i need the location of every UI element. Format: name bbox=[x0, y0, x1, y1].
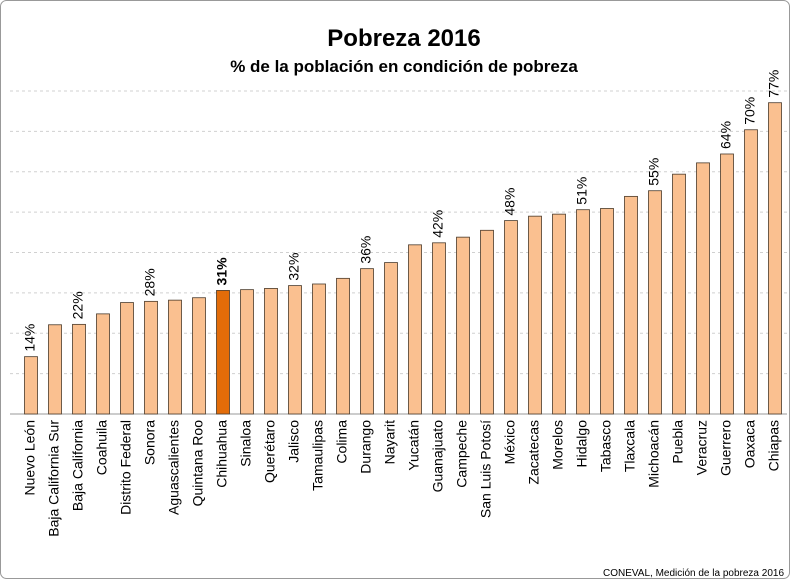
data-label: 31% bbox=[214, 257, 230, 286]
bar bbox=[480, 229, 494, 415]
bar bbox=[600, 208, 614, 415]
data-label: 28% bbox=[142, 268, 158, 296]
x-tick-label: Guerrero bbox=[718, 420, 734, 476]
data-label: 55% bbox=[646, 158, 662, 186]
bar bbox=[264, 288, 278, 415]
data-label: 14% bbox=[22, 324, 38, 352]
bar bbox=[576, 209, 590, 415]
data-label: 70% bbox=[742, 97, 758, 125]
x-tick-label: Sinaloa bbox=[238, 420, 254, 467]
data-label: 32% bbox=[286, 253, 302, 281]
data-label: 36% bbox=[358, 236, 374, 264]
x-tick-label: Tlaxcala bbox=[622, 420, 638, 472]
bar bbox=[432, 242, 446, 415]
x-tick-label: Durango bbox=[358, 420, 374, 474]
bar bbox=[696, 162, 710, 415]
data-label: 64% bbox=[718, 121, 734, 149]
bar bbox=[360, 268, 374, 415]
x-tick-label: Oaxaca bbox=[742, 420, 758, 468]
x-tick-label: Aguascalientes bbox=[166, 420, 182, 515]
x-tick-label: Tabasco bbox=[598, 420, 614, 472]
bar bbox=[192, 297, 206, 415]
x-tick-label: Colima bbox=[334, 420, 350, 464]
x-tick-label: Distrito Federal bbox=[118, 420, 134, 515]
data-label: 48% bbox=[502, 188, 518, 216]
bar bbox=[240, 289, 254, 415]
x-tick-label: Michoacán bbox=[646, 420, 662, 488]
x-tick-label: Veracruz bbox=[694, 420, 710, 475]
bar bbox=[456, 236, 470, 415]
bar bbox=[744, 129, 758, 415]
data-label: 22% bbox=[70, 291, 86, 319]
bar bbox=[216, 290, 230, 415]
chart-subtitle: % de la población en condición de pobrez… bbox=[230, 57, 578, 76]
bar bbox=[408, 244, 422, 415]
bar bbox=[24, 356, 38, 415]
x-tick-label: Tamaulipas bbox=[310, 420, 326, 491]
x-tick-label: Morelos bbox=[550, 420, 566, 470]
bar bbox=[96, 313, 110, 415]
data-label: 51% bbox=[574, 177, 590, 205]
x-tick-label: Puebla bbox=[670, 420, 686, 464]
bar bbox=[384, 262, 398, 415]
x-tick-label: Campeche bbox=[454, 420, 470, 488]
bar bbox=[336, 277, 350, 415]
bar bbox=[504, 220, 518, 415]
bar bbox=[672, 173, 686, 415]
bar bbox=[168, 299, 182, 415]
data-label: 77% bbox=[766, 70, 782, 98]
bar bbox=[720, 153, 734, 415]
x-tick-label: Coahuila bbox=[94, 420, 110, 475]
x-tick-label: Chiapas bbox=[766, 420, 782, 471]
bar bbox=[72, 323, 86, 415]
bar bbox=[768, 102, 782, 415]
bar bbox=[312, 283, 326, 415]
bar bbox=[624, 195, 638, 415]
data-label: 42% bbox=[430, 210, 446, 238]
bar bbox=[120, 302, 134, 415]
chart-title: Pobreza 2016 bbox=[327, 25, 480, 52]
x-tick-label: Zacatecas bbox=[526, 420, 542, 485]
x-tick-label: Yucatán bbox=[406, 420, 422, 471]
x-tick-label: Querétaro bbox=[262, 420, 278, 483]
source-note: CONEVAL, Medición de la pobreza 2016 bbox=[603, 568, 784, 579]
x-tick-label: Jalisco bbox=[286, 420, 302, 463]
x-tick-label: Quintana Roo bbox=[190, 420, 206, 507]
x-tick-label: Guanajuato bbox=[430, 420, 446, 493]
x-tick-label: Baja California bbox=[70, 420, 86, 511]
x-tick-label: Nayarit bbox=[382, 420, 398, 464]
x-tick-label: Hidalgo bbox=[574, 420, 590, 468]
x-tick-label: San Luis Potosí bbox=[478, 420, 494, 518]
bar bbox=[528, 215, 542, 415]
x-tick-label: Chihuahua bbox=[214, 420, 230, 488]
bar bbox=[48, 324, 62, 415]
bar bbox=[552, 213, 566, 415]
bar bbox=[288, 285, 302, 415]
x-tick-label: Baja California Sur bbox=[46, 420, 62, 537]
bar bbox=[144, 300, 158, 415]
x-tick-label: Nuevo León bbox=[22, 420, 38, 496]
x-tick-label: México bbox=[502, 420, 518, 465]
bar bbox=[648, 190, 662, 415]
x-tick-label: Sonora bbox=[142, 420, 158, 465]
